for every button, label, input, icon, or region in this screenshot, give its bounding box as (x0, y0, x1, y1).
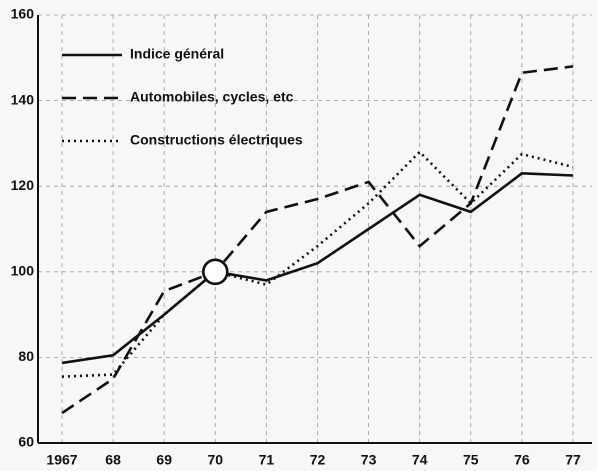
y-tick-label: 120 (11, 177, 35, 193)
y-tick-label: 160 (11, 6, 35, 22)
y-tick-label: 60 (18, 434, 34, 450)
x-tick-label: 71 (259, 452, 275, 468)
y-tick-label: 100 (11, 263, 35, 279)
x-tick-label: 72 (310, 452, 326, 468)
x-tick-label: 75 (463, 452, 479, 468)
legend-label: Constructions électriques (130, 132, 303, 148)
y-tick-label: 80 (18, 348, 34, 364)
x-tick-label: 1967 (46, 452, 77, 468)
x-tick-label: 70 (208, 452, 224, 468)
legend-label: Automobiles, cycles, etc (130, 89, 294, 105)
series-line (61, 172, 574, 365)
x-tick-label: 76 (514, 452, 530, 468)
series-line (61, 65, 574, 415)
x-tick-label: 68 (105, 452, 121, 468)
x-tick-label: 69 (156, 452, 172, 468)
legend-label: Indice général (130, 46, 224, 62)
x-tick-label: 74 (412, 452, 428, 468)
series-line (61, 150, 574, 378)
x-tick-label: 73 (361, 452, 377, 468)
x-tick-label: 77 (565, 452, 581, 468)
y-tick-label: 140 (11, 91, 35, 107)
base-year-marker (202, 258, 229, 286)
